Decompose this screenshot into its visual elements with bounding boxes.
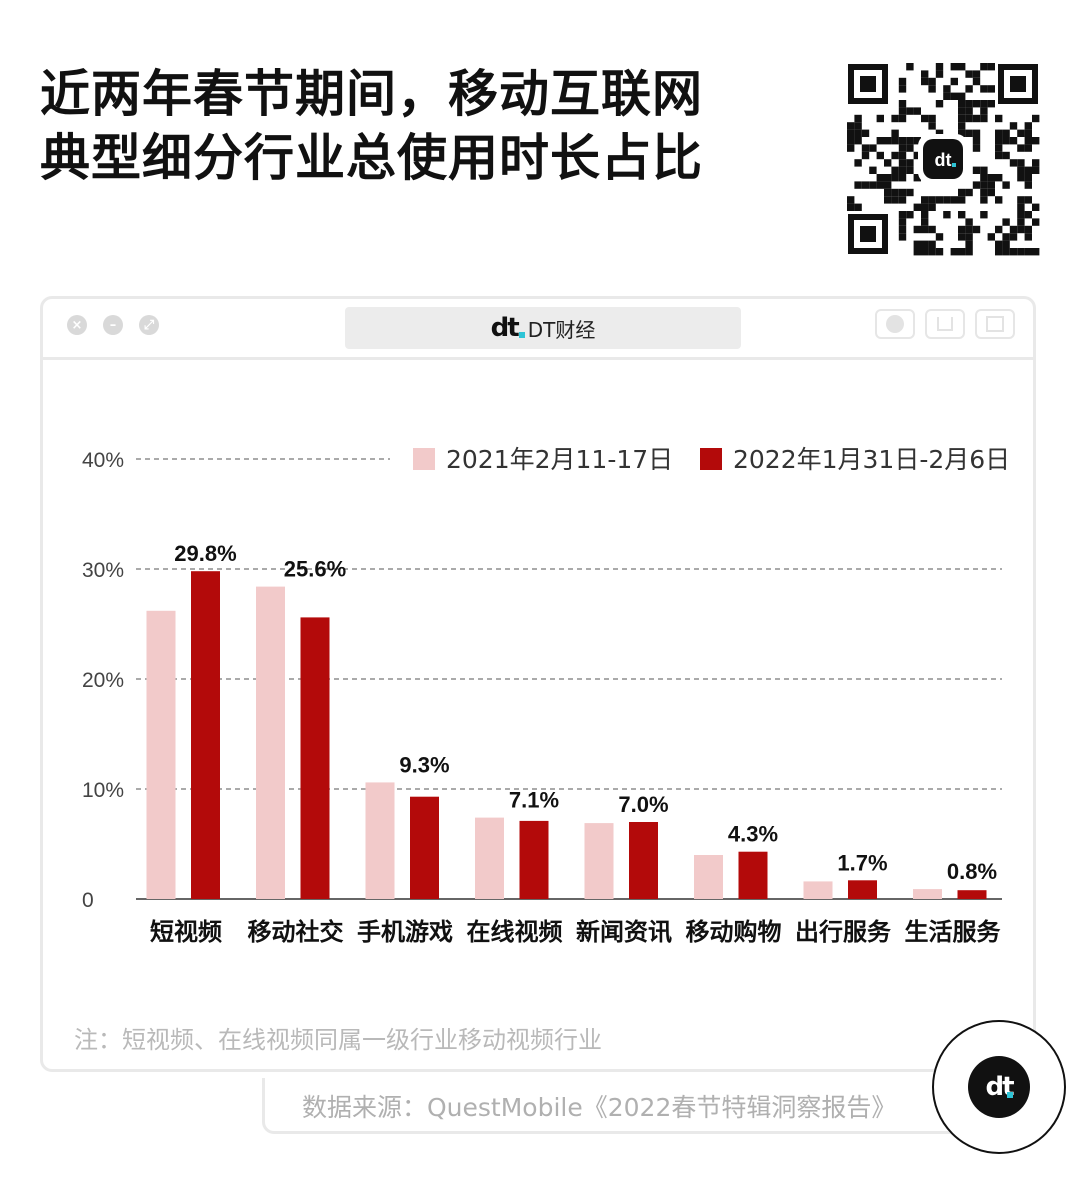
window-tab-title: DT财经 bbox=[527, 317, 596, 342]
page-title: 近两年春节期间，移动互联网 典型细分行业总使用时长占比 bbox=[40, 62, 800, 190]
y-tick-label: 20% bbox=[82, 669, 124, 692]
close-icon[interactable]: × bbox=[67, 315, 87, 335]
bar-2022 bbox=[738, 851, 768, 899]
data-label: 4.3% bbox=[728, 822, 778, 847]
legend-swatch bbox=[413, 448, 435, 470]
data-label: 0.8% bbox=[947, 859, 997, 884]
x-tick-label: 在线视频 bbox=[467, 918, 563, 946]
data-source: 数据来源：QuestMobile《2022春节特辑洞察报告》 bbox=[302, 1093, 897, 1122]
minimize-icon[interactable]: – bbox=[103, 315, 123, 335]
bar-2021 bbox=[694, 855, 723, 899]
bar-2021 bbox=[584, 823, 614, 899]
legend-label: 2022年1月31日-2月6日 bbox=[733, 445, 1010, 474]
record-icon[interactable] bbox=[875, 309, 915, 339]
x-tick-label: 短视频 bbox=[150, 918, 222, 946]
bar-2021 bbox=[146, 610, 176, 899]
x-tick-label: 生活服务 bbox=[905, 918, 1002, 946]
bar-2021 bbox=[475, 817, 504, 899]
bar-2022 bbox=[191, 571, 220, 899]
title-line-2: 典型细分行业总使用时长占比 bbox=[40, 129, 703, 187]
data-label: 29.8% bbox=[174, 541, 236, 566]
title-line-1: 近两年春节期间，移动互联网 bbox=[40, 65, 703, 123]
dt-logo-icon: dt bbox=[968, 1056, 1030, 1118]
bar-2022 bbox=[957, 890, 987, 899]
x-tick-label: 移动购物 bbox=[686, 918, 782, 946]
y-tick-label: 30% bbox=[82, 559, 124, 582]
y-tick-label: 0 bbox=[82, 889, 94, 912]
dt-logo-icon: dt bbox=[491, 313, 525, 343]
x-tick-label: 新闻资讯 bbox=[576, 918, 672, 946]
data-label: 25.6% bbox=[284, 557, 346, 582]
x-tick-label: 移动社交 bbox=[248, 918, 344, 946]
y-tick-label: 40% bbox=[82, 449, 124, 472]
data-label: 1.7% bbox=[837, 850, 887, 875]
legend-swatch bbox=[700, 448, 722, 470]
svg-text:dt: dt bbox=[935, 150, 952, 170]
data-label: 7.0% bbox=[618, 792, 668, 817]
maximize-icon[interactable]: ⤢ bbox=[139, 315, 159, 335]
dt-badge-icon: dt bbox=[932, 1020, 1066, 1154]
window-tab[interactable]: dt DT财经 bbox=[345, 307, 741, 349]
legend-label: 2021年2月11-17日 bbox=[446, 445, 673, 474]
chart-note: 注：短视频、在线视频同属一级行业移动视频行业 bbox=[74, 1026, 602, 1054]
bar-2021 bbox=[256, 586, 285, 899]
bar-2022 bbox=[519, 820, 549, 899]
bar-2021 bbox=[803, 881, 833, 899]
share-icon[interactable] bbox=[925, 309, 965, 339]
titlebar-divider bbox=[43, 357, 1033, 360]
x-tick-label: 手机游戏 bbox=[357, 918, 453, 946]
data-label: 9.3% bbox=[399, 752, 449, 777]
bar-2021 bbox=[365, 782, 395, 899]
qr-code-icon: dt bbox=[846, 62, 1040, 256]
y-tick-label: 10% bbox=[82, 779, 124, 802]
bar-2021 bbox=[913, 889, 942, 899]
bar-2022 bbox=[629, 822, 658, 899]
data-label: 7.1% bbox=[509, 788, 559, 813]
x-tick-label: 出行服务 bbox=[795, 918, 892, 946]
bar-2022 bbox=[300, 617, 330, 899]
bar-2022 bbox=[848, 880, 877, 899]
restore-icon[interactable] bbox=[975, 309, 1015, 339]
bar-2022 bbox=[410, 796, 439, 899]
